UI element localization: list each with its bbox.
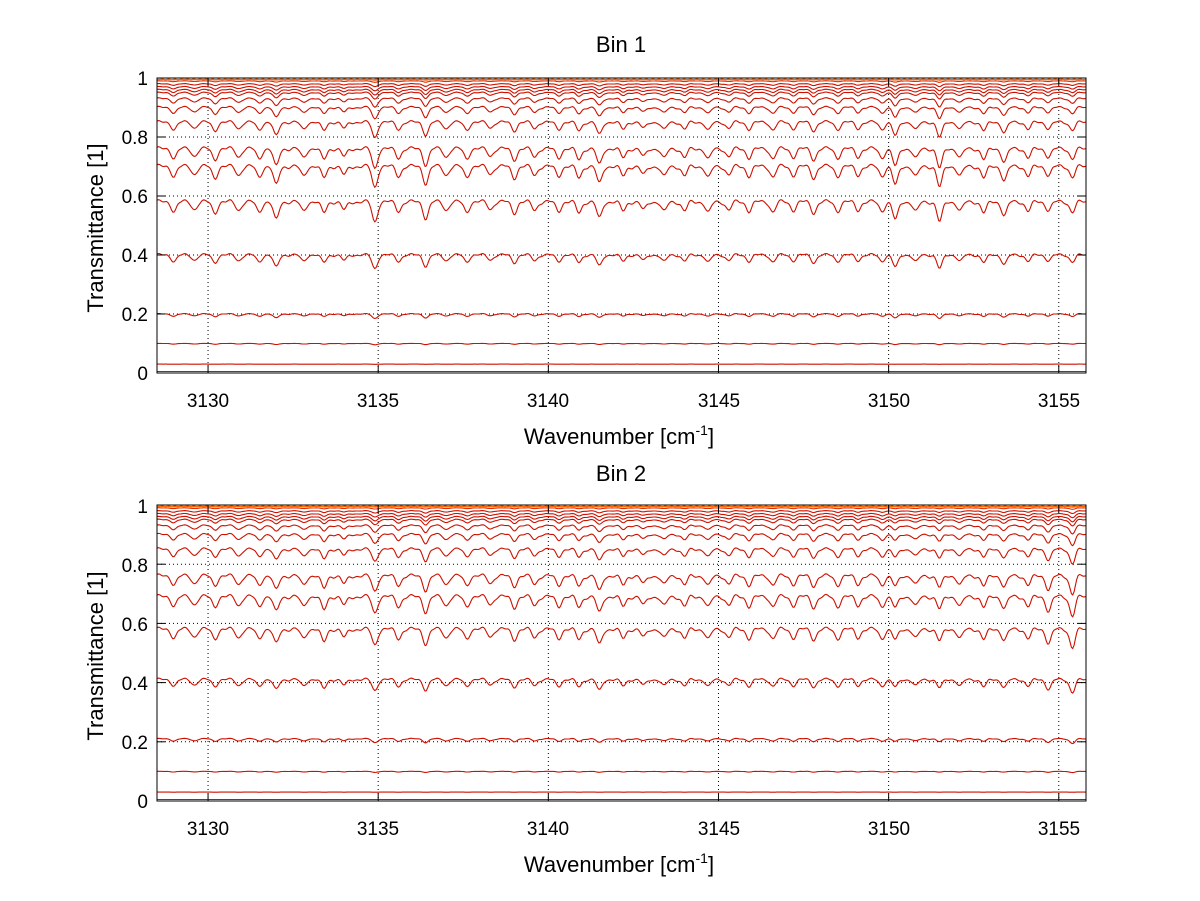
- x-tick-label: 3130: [187, 391, 229, 412]
- spectrum-series: [156, 199, 1087, 223]
- spectrum-series: [156, 593, 1087, 618]
- y-tick-label: 0.2: [122, 733, 148, 754]
- y-tick-label: 0.8: [122, 128, 148, 149]
- plot-frame: [156, 504, 1087, 802]
- chart-title: Bin 1: [596, 32, 646, 57]
- x-tick-label: 3135: [357, 391, 399, 412]
- spectrum-series: [157, 80, 1087, 83]
- plot-frame: [156, 77, 1087, 374]
- spectrum-series: [156, 737, 1087, 745]
- spectrum-series: [157, 770, 1086, 774]
- spectrum-series: [156, 78, 1087, 81]
- x-axis-label-superscript: -1: [696, 422, 709, 438]
- y-tick-label: 1: [137, 497, 148, 518]
- subplot-bin-1: Bin 1 0 0.2 0.4 0.6 0.8 1 3130 3135 3140…: [83, 32, 1087, 449]
- x-axis-label-end: ]: [708, 852, 714, 877]
- y-tick-label: 0: [137, 364, 148, 385]
- spectrum-series: [156, 88, 1087, 96]
- spectrum-series: [156, 547, 1087, 565]
- x-tick-label: 3155: [1038, 391, 1080, 412]
- x-tick-label: 3140: [527, 391, 569, 412]
- spectrum-series: [156, 518, 1087, 527]
- y-tick-label: 0: [137, 792, 148, 813]
- spectrum-series: [156, 252, 1087, 270]
- spectrum-series: [156, 312, 1087, 320]
- y-tick-labels: 0 0.2 0.4 0.6 0.8 1: [122, 497, 149, 813]
- spectrum-series: [156, 83, 1086, 88]
- y-axis-label: Transmittance [1]: [83, 143, 108, 312]
- y-tick-label: 0.2: [122, 305, 148, 326]
- spectrum-series: [156, 524, 1087, 535]
- spectrum-series: [156, 512, 1087, 519]
- spectrum-series: [156, 573, 1087, 596]
- spectrum-series: [156, 105, 1087, 120]
- x-tick-label: 3155: [1038, 819, 1080, 840]
- spectrum-series: [156, 91, 1087, 100]
- y-tick-label: 0.4: [122, 246, 149, 267]
- x-tick-label: 3150: [868, 819, 910, 840]
- y-tick-label: 0.6: [122, 615, 148, 636]
- x-tick-label: 3145: [698, 391, 740, 412]
- x-tick-labels: 3130 3135 3140 3145 3150 3155: [187, 391, 1080, 412]
- spectrum-series: [156, 163, 1087, 188]
- spectrum-series: [156, 146, 1087, 169]
- spectrum-series: [156, 532, 1087, 547]
- tick-marks: [157, 504, 1086, 802]
- spectrum-series: [156, 119, 1087, 139]
- y-axis-label: Transmittance [1]: [83, 571, 108, 740]
- spectrum-series: [156, 515, 1087, 523]
- spectrum-series: [156, 677, 1087, 694]
- x-axis-label-superscript: -1: [696, 850, 709, 866]
- series-group: [156, 78, 1087, 374]
- x-tick-label: 3135: [357, 819, 399, 840]
- series-group: [156, 505, 1087, 802]
- y-tick-label: 1: [137, 69, 148, 90]
- x-tick-label: 3150: [868, 391, 910, 412]
- x-tick-label: 3130: [187, 819, 229, 840]
- x-axis-label: Wavenumber [cm-1]: [524, 850, 714, 877]
- spectrum-series: [156, 626, 1087, 650]
- x-tick-label: 3145: [698, 819, 740, 840]
- x-axis-label-text: Wavenumber [cm: [524, 852, 696, 877]
- y-tick-label: 0.8: [122, 556, 148, 577]
- y-tick-label: 0.4: [122, 674, 149, 695]
- spectrum-series: [156, 510, 1086, 515]
- x-axis-label-text: Wavenumber [cm: [524, 424, 696, 449]
- x-tick-label: 3140: [527, 819, 569, 840]
- spectrum-series: [156, 507, 1087, 510]
- spectrum-series: [156, 85, 1087, 92]
- spectrum-series: [156, 97, 1087, 108]
- x-axis-label-end: ]: [708, 424, 714, 449]
- subplot-bin-2: Bin 2 0 0.2 0.4 0.6 0.8 1 3130 3135 3140…: [83, 461, 1087, 877]
- x-tick-labels: 3130 3135 3140 3145 3150 3155: [187, 819, 1080, 840]
- spectrum-series: [156, 505, 1087, 508]
- x-axis-label: Wavenumber [cm-1]: [524, 422, 714, 449]
- spectrum-series: [157, 342, 1086, 346]
- tick-marks: [157, 77, 1086, 374]
- y-tick-labels: 0 0.2 0.4 0.6 0.8 1: [122, 69, 149, 385]
- chart-title: Bin 2: [596, 461, 646, 486]
- y-tick-label: 0.6: [122, 187, 148, 208]
